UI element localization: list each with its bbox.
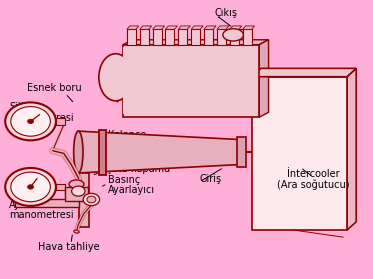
Text: Giriş: Giriş xyxy=(200,174,222,184)
Text: Bağlantı: Bağlantı xyxy=(101,74,141,85)
Bar xyxy=(242,29,252,45)
Polygon shape xyxy=(230,26,242,29)
Circle shape xyxy=(5,102,56,140)
Polygon shape xyxy=(127,26,139,29)
Polygon shape xyxy=(123,40,269,45)
Text: Ayar: Ayar xyxy=(9,200,31,210)
Bar xyxy=(56,184,65,190)
Bar xyxy=(123,45,259,117)
Text: Çıkış: Çıkış xyxy=(214,8,238,18)
Bar xyxy=(153,29,162,45)
Bar xyxy=(166,29,175,45)
Text: Esnek boru: Esnek boru xyxy=(27,83,81,93)
Text: Açma-kapama: Açma-kapama xyxy=(101,164,171,174)
Text: Kelepçe: Kelepçe xyxy=(108,130,147,140)
Bar xyxy=(79,173,89,227)
Text: elemanı: elemanı xyxy=(101,85,141,95)
Bar xyxy=(217,29,226,45)
Text: Basınç: Basınç xyxy=(108,175,140,185)
Ellipse shape xyxy=(99,54,132,101)
Circle shape xyxy=(83,193,100,206)
Bar xyxy=(191,29,200,45)
Circle shape xyxy=(5,168,56,206)
Ellipse shape xyxy=(74,131,83,173)
Text: manometresi: manometresi xyxy=(9,113,74,123)
Ellipse shape xyxy=(223,29,243,41)
Bar xyxy=(237,137,246,167)
Polygon shape xyxy=(153,26,164,29)
Bar xyxy=(65,187,88,201)
Bar xyxy=(127,29,136,45)
Text: manometresi: manometresi xyxy=(9,210,74,220)
Polygon shape xyxy=(217,26,229,29)
Polygon shape xyxy=(259,40,269,117)
Polygon shape xyxy=(166,26,178,29)
Text: Silindir: Silindir xyxy=(9,102,43,112)
Circle shape xyxy=(72,186,85,196)
Bar xyxy=(15,199,79,207)
Bar xyxy=(56,118,65,125)
Bar xyxy=(178,29,187,45)
Polygon shape xyxy=(242,26,255,29)
Bar xyxy=(123,47,138,114)
Polygon shape xyxy=(347,68,356,230)
Bar xyxy=(230,29,239,45)
Polygon shape xyxy=(140,26,152,29)
Text: İntercooler: İntercooler xyxy=(287,169,340,179)
Circle shape xyxy=(28,185,34,189)
Circle shape xyxy=(28,119,34,124)
Polygon shape xyxy=(252,68,356,77)
Text: Ayarlayıcı: Ayarlayıcı xyxy=(108,185,155,195)
Text: Hava tahliye: Hava tahliye xyxy=(38,242,100,252)
Polygon shape xyxy=(78,131,239,173)
Circle shape xyxy=(11,172,50,202)
Circle shape xyxy=(87,196,96,203)
Bar xyxy=(252,77,347,230)
Ellipse shape xyxy=(69,180,84,188)
Polygon shape xyxy=(204,26,216,29)
Bar xyxy=(99,130,106,174)
Polygon shape xyxy=(191,26,203,29)
Ellipse shape xyxy=(74,230,79,233)
Bar xyxy=(204,29,213,45)
Bar xyxy=(140,29,149,45)
Circle shape xyxy=(11,107,50,136)
Polygon shape xyxy=(178,26,190,29)
Text: (Ara soğutucu): (Ara soğutucu) xyxy=(277,179,350,190)
